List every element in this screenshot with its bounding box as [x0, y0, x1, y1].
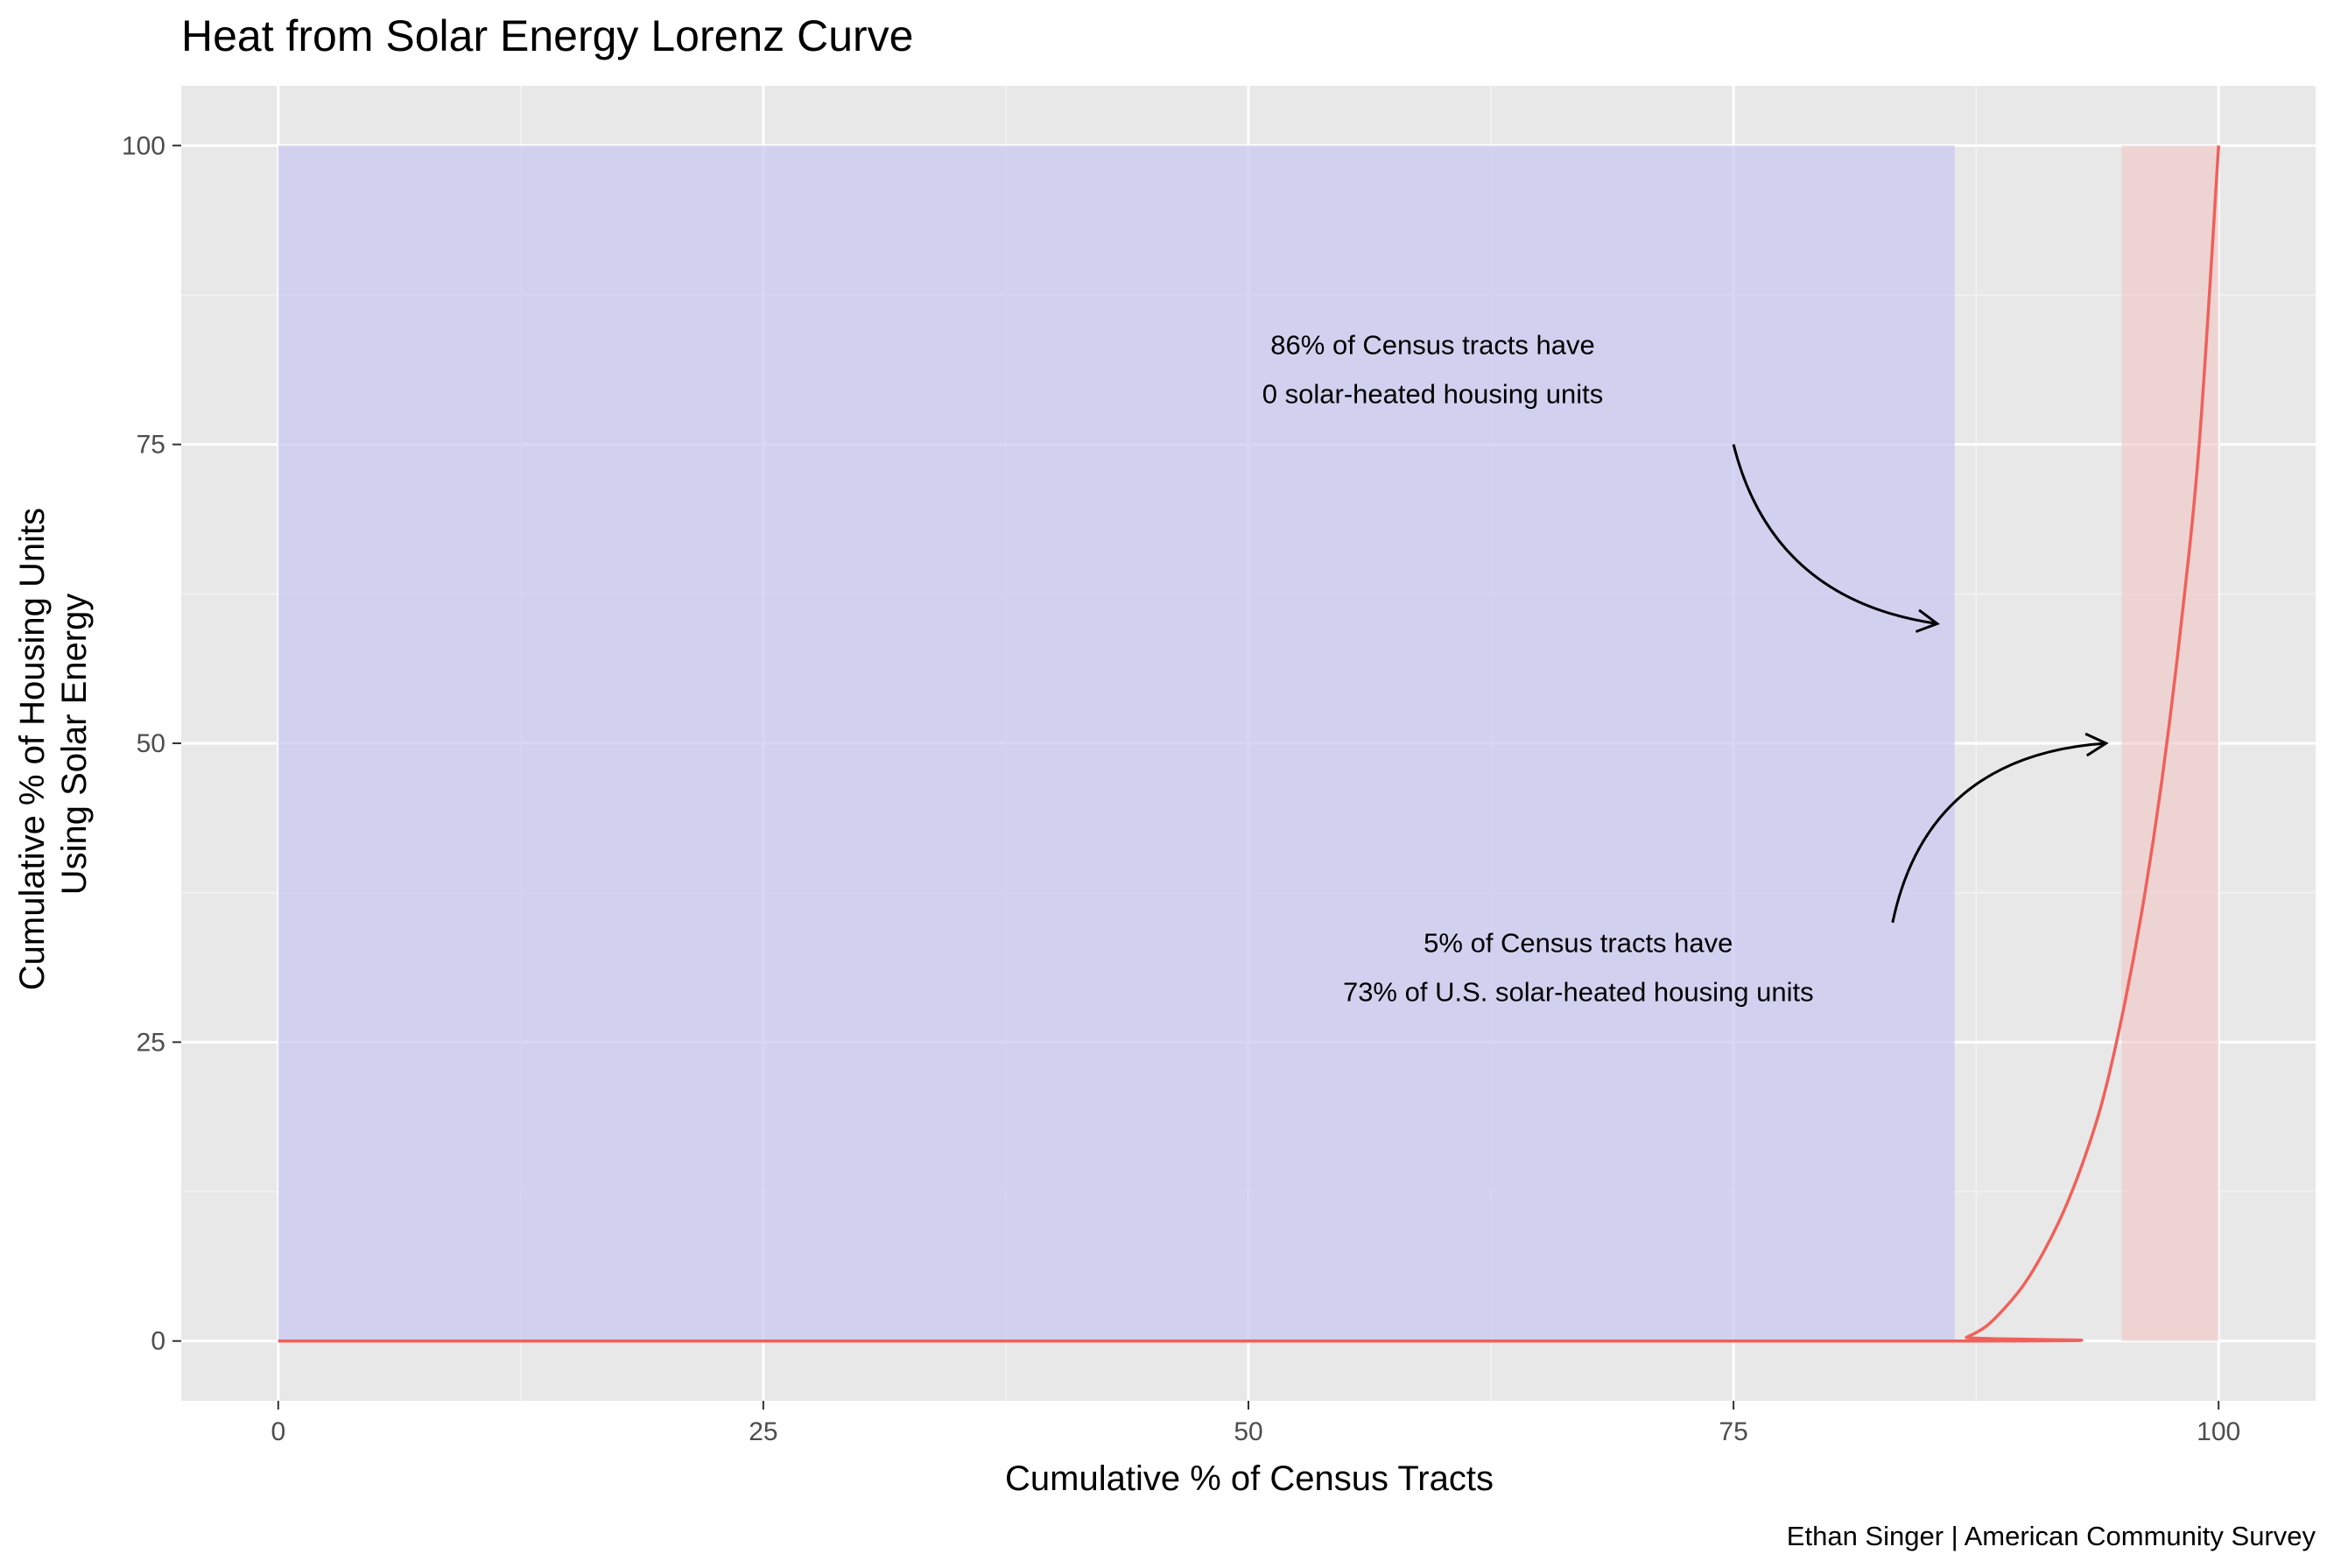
y-tick-label: 75 — [137, 431, 165, 460]
x-axis-title: Cumulative % of Census Tracts — [1005, 1459, 1494, 1498]
x-tick-label: 0 — [271, 1417, 285, 1446]
y-tick-label: 0 — [151, 1327, 165, 1356]
y-axis-title: Cumulative % of Housing Units Using Sola… — [13, 498, 94, 990]
annotation-arrowhead-2 — [2084, 732, 2109, 757]
annotation-line: 86% of Census tracts have — [1270, 330, 1594, 361]
x-tick-label: 100 — [2197, 1417, 2240, 1446]
chart-title: Heat from Solar Energy Lorenz Curve — [181, 11, 913, 60]
x-tick-label: 75 — [1719, 1417, 1747, 1446]
top-tracts-highlight-region — [2121, 145, 2219, 1341]
source-caption: Ethan Singer | American Community Survey — [1787, 1521, 2316, 1551]
annotation-line: 73% of U.S. solar-heated housing units — [1343, 976, 1814, 1007]
annotation-arrow-1 — [1732, 444, 1938, 625]
lorenz-curve-line — [278, 145, 2220, 1343]
zero-tracts-highlight-region — [278, 145, 1955, 1341]
y-axis-title-line-1: Cumulative % of Housing Units — [13, 508, 52, 990]
axis-ticks: 0 25 50 75 100 0 25 50 75 100 — [122, 131, 2240, 1446]
y-axis-title-line-2: Using Solar Energy — [55, 594, 94, 896]
plot-panel: 86% of Census tracts have 0 solar-heated … — [181, 86, 2316, 1401]
annotation-line: 0 solar-heated housing units — [1262, 379, 1603, 410]
x-tick-label: 50 — [1234, 1417, 1262, 1446]
annotation-line: 5% of Census tracts have — [1424, 927, 1733, 958]
y-tick-label: 100 — [122, 131, 165, 160]
annotation-text-2: 5% of Census tracts have 73% of U.S. sola… — [1343, 927, 1814, 1007]
annotation-text-1: 86% of Census tracts have 0 solar-heated … — [1262, 330, 1603, 410]
x-tick-label: 25 — [749, 1417, 777, 1446]
annotation-arrow-2 — [1891, 742, 2106, 924]
y-tick-label: 50 — [137, 729, 165, 758]
annotation-arrowhead-1 — [1915, 608, 1940, 633]
y-tick-label: 25 — [137, 1028, 165, 1057]
